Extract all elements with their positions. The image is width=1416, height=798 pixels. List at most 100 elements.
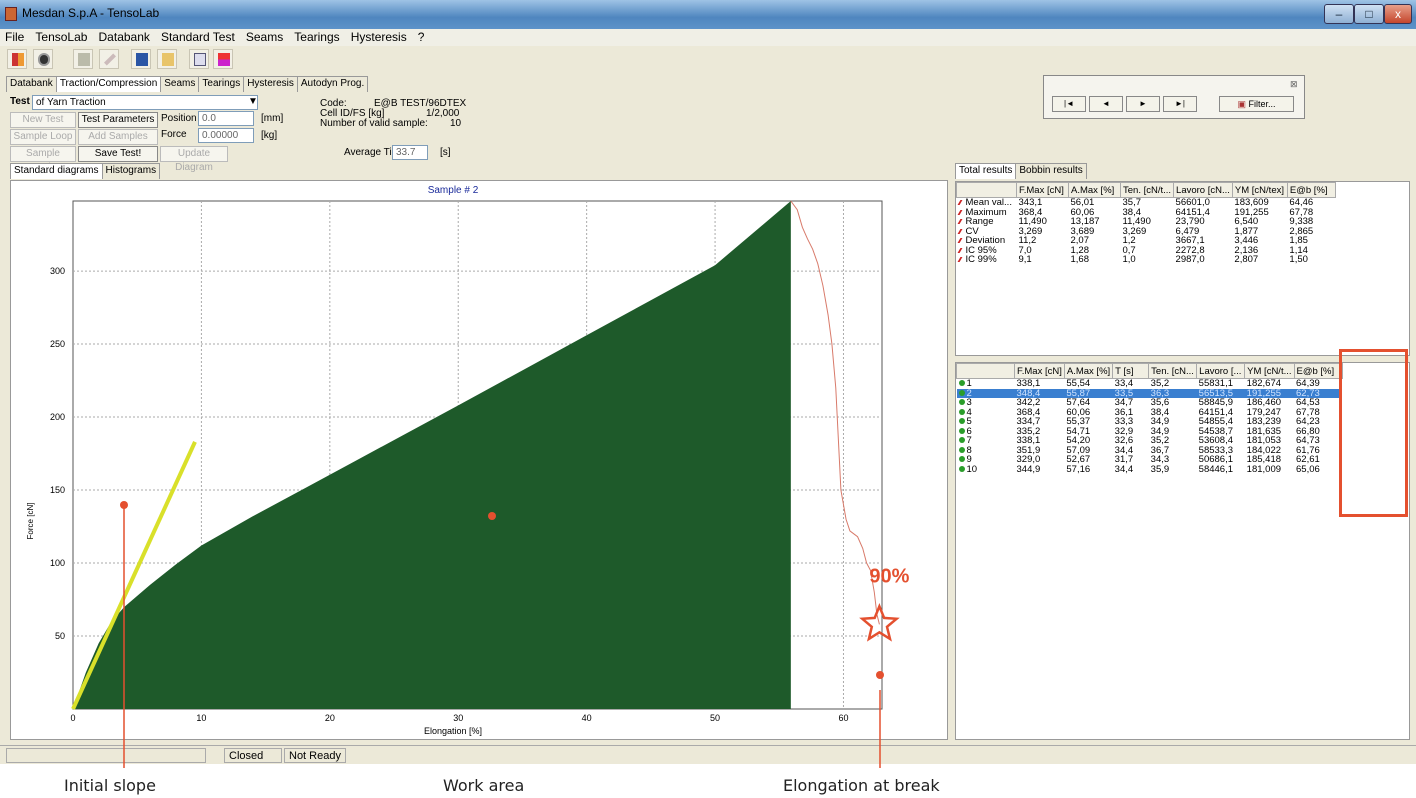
table-row[interactable]: 8 351,9 57,09 34,4 36,7 58533,3 184,022 61,76 — [957, 445, 1343, 456]
sample-loop-button[interactable]: Sample Loop — [10, 129, 76, 145]
stats-cell: 0,7 — [1122, 244, 1136, 256]
table-row[interactable]: IC 95% 7,0 1,28 0,7 2272,8 2,136 1,14 — [957, 244, 1336, 256]
chart-button[interactable] — [213, 49, 233, 69]
chevron-down-icon[interactable]: ▼ — [248, 96, 258, 107]
menu-help[interactable]: ? — [417, 30, 425, 44]
stats-header[interactable]: YM [cN/tex] — [1231, 182, 1288, 198]
new-test-button[interactable]: New Test — [10, 112, 76, 128]
table-row[interactable]: Deviation 11,2 2,07 1,2 3667,1 3,446 1,85 — [957, 236, 1336, 246]
stats-header[interactable]: F.Max [cN] — [1016, 182, 1069, 198]
save-test-button[interactable]: Save Test! — [78, 146, 158, 162]
test-select[interactable]: of Yarn Traction — [32, 95, 258, 110]
minimize-button[interactable]: – — [1324, 4, 1354, 24]
sample-cell: 7 — [966, 435, 972, 446]
pen-button[interactable] — [99, 49, 119, 69]
menu-standard-test[interactable]: Standard Test — [160, 30, 235, 44]
menu-databank[interactable]: Databank — [98, 30, 150, 44]
status-dot-icon — [958, 380, 965, 386]
force-field[interactable]: 0.00000 — [198, 128, 254, 143]
stats-row-label: Range — [957, 217, 1017, 227]
samples-header[interactable]: A.Max [%] — [1063, 363, 1114, 379]
stats-cell: 35,7 — [1122, 197, 1142, 208]
menu-tensolab[interactable]: TensoLab — [35, 30, 88, 44]
navigator-close-icon[interactable]: ⊠ — [1290, 79, 1298, 89]
table-row[interactable]: IC 99% 9,1 1,68 1,0 2987,0 2,807 1,50 — [957, 255, 1336, 265]
table-row[interactable]: 1 338,1 55,54 33,4 35,2 55831,1 182,674 64,39 — [957, 379, 1343, 389]
previous-record-button[interactable]: ◄ — [1089, 96, 1123, 112]
tab-total-results[interactable]: Total results — [955, 163, 1017, 179]
pen-icon — [103, 53, 117, 66]
tab-autodyn-prog[interactable]: Autodyn Prog. — [296, 76, 369, 92]
stats-header[interactable]: A.Max [%] — [1068, 182, 1121, 198]
power-button[interactable] — [33, 49, 53, 69]
average-time-field[interactable]: 33.7 — [392, 145, 428, 160]
tab-standard-diagrams[interactable]: Standard diagrams — [10, 163, 103, 179]
samples-header[interactable]: T [s] — [1112, 363, 1150, 379]
tab-hysteresis[interactable]: Hysteresis — [243, 76, 298, 92]
samples-header[interactable] — [956, 363, 1015, 379]
tab-traction-compression[interactable]: Traction/Compression — [55, 76, 162, 92]
tab-tearings[interactable]: Tearings — [198, 76, 245, 92]
tab-bobbin-results[interactable]: Bobbin results — [1015, 163, 1087, 179]
test-parameters-button[interactable]: Test Parameters — [78, 112, 158, 128]
stats-cell: 56,01 — [1070, 197, 1095, 208]
table-row[interactable]: Maximum 368,4 60,06 38,4 64151,4 191,255 67,78 — [957, 206, 1336, 218]
print-button[interactable] — [189, 49, 209, 69]
machine-button[interactable] — [73, 49, 93, 69]
toolbar — [0, 47, 1416, 73]
status-dot-icon — [958, 418, 965, 424]
stats-cell: 64151,4 — [1175, 206, 1210, 218]
main-tabs: Databank Traction/Compression Seams Tearing… — [6, 76, 369, 92]
close-button[interactable]: x — [1384, 4, 1412, 24]
pencil-icon — [957, 219, 965, 224]
samples-header[interactable]: E@b [%] — [1293, 363, 1343, 379]
balance-icon — [136, 53, 148, 66]
table-row[interactable]: Range 11,490 13,187 11,490 23,790 6,540 9,338 — [957, 217, 1336, 227]
stats-header[interactable]: Ten. [cN/t... — [1119, 182, 1175, 198]
folder-button[interactable] — [157, 49, 177, 69]
maximize-button[interactable]: □ — [1354, 4, 1384, 24]
samples-header[interactable]: YM [cN/t... — [1244, 363, 1295, 379]
last-record-button[interactable]: ►| — [1163, 96, 1197, 112]
first-record-button[interactable]: |◄ — [1052, 96, 1086, 112]
table-row[interactable]: 6 335,2 54,71 32,9 34,9 54538,7 181,635 66,80 — [957, 426, 1343, 437]
table-row[interactable]: Mean val... 343,1 56,01 35,7 56601,0 183,609 6… — [957, 198, 1336, 208]
table-row[interactable]: 3 342,2 57,64 34,7 35,6 58845,9 186,460 64,53 — [957, 398, 1343, 408]
exit-button[interactable] — [7, 49, 27, 69]
sample-break-button[interactable]: Sample Breaks — [10, 146, 76, 173]
table-row[interactable]: 5 334,7 55,37 33,3 34,9 54855,4 183,239 64,23 — [957, 417, 1343, 427]
table-row[interactable]: 10 344,9 57,16 34,4 35,9 58446,1 181,009 65,06 — [957, 464, 1343, 475]
samples-header[interactable]: Ten. [cN... — [1148, 363, 1198, 379]
samples-header[interactable]: Lavoro [... — [1196, 363, 1246, 379]
sample-cell: 342,2 — [1016, 397, 1041, 408]
stats-header[interactable]: E@b [%] — [1286, 182, 1336, 198]
balance-button[interactable] — [131, 49, 151, 69]
filter-button[interactable]: ▣ Filter... — [1219, 96, 1294, 112]
valid-samples-value: 10 — [450, 118, 462, 129]
tab-seams[interactable]: Seams — [160, 76, 200, 92]
table-row[interactable]: 4 368,4 60,06 36,1 38,4 64151,4 179,247 67,78 — [957, 407, 1343, 418]
samples-header[interactable]: F.Max [cN] — [1014, 363, 1065, 379]
position-field[interactable]: 0.0 — [198, 111, 254, 126]
table-row[interactable]: 2 348,4 55,87 33,5 36,3 56513,5 191,255 62,73 — [956, 388, 1343, 398]
stats-cell: 3,269 — [1122, 225, 1147, 237]
next-record-button[interactable]: ► — [1126, 96, 1160, 112]
stats-header[interactable] — [956, 182, 1017, 198]
menu-hysteresis[interactable]: Hysteresis — [350, 30, 407, 44]
tab-databank[interactable]: Databank — [6, 76, 57, 92]
table-row[interactable]: 7 338,1 54,20 32,6 35,2 53608,4 181,053 64,73 — [957, 436, 1343, 446]
menu-seams[interactable]: Seams — [245, 30, 284, 44]
stats-row-label: IC 95% — [957, 244, 1017, 256]
stats-header[interactable]: Lavoro [cN... — [1173, 182, 1233, 198]
stats-cell: 3,269 — [1018, 225, 1043, 237]
tab-histograms[interactable]: Histograms — [101, 163, 161, 179]
table-row[interactable]: 9 329,0 52,67 31,7 34,3 50686,1 185,418 62,61 — [957, 455, 1343, 465]
menu-tearings[interactable]: Tearings — [294, 30, 340, 44]
table-row[interactable]: CV 3,269 3,689 3,269 6,479 1,877 2,865 — [957, 225, 1336, 237]
add-samples-button[interactable]: Add Samples — [78, 129, 158, 145]
sample-cell: 186,460 — [1246, 397, 1282, 408]
update-diagram-button[interactable]: Update Diagram — [160, 146, 228, 173]
stats-cell: IC 95% — [965, 244, 997, 256]
stats-cell: 1,50 — [1289, 254, 1308, 265]
menu-file[interactable]: File — [5, 30, 25, 44]
